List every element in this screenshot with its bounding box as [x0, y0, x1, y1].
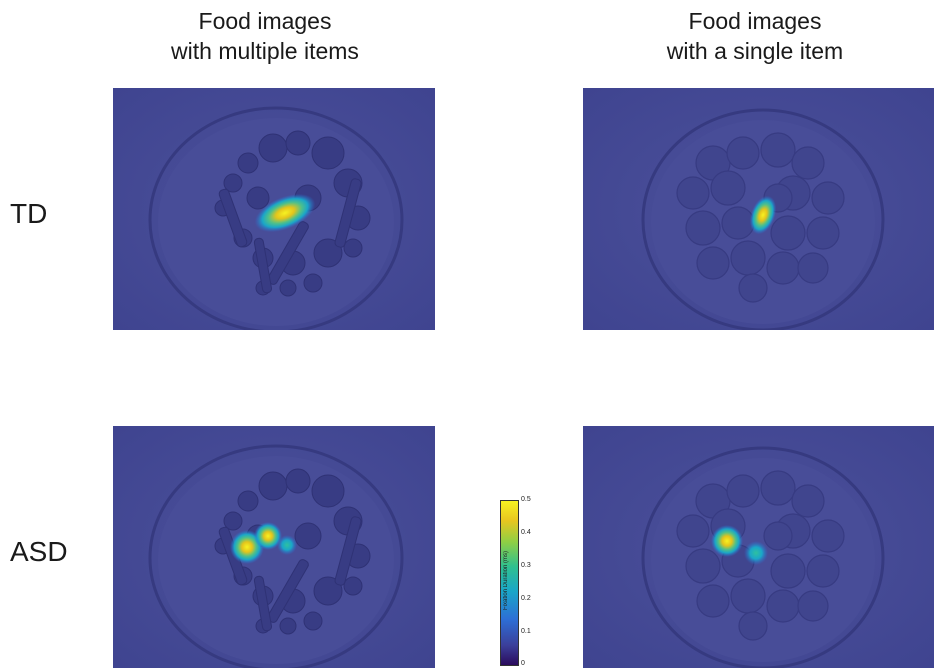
heatmap-asd-single: [583, 426, 934, 668]
colorbar-tick: 0: [521, 660, 525, 667]
colorbar-tick: 0.1: [521, 628, 531, 635]
heatmap-td-single: [583, 88, 934, 330]
colorbar-tick: 0.3: [521, 562, 531, 569]
colorbar-tick: 0.5: [521, 496, 531, 503]
column-title-single-line2: with a single item: [666, 38, 844, 64]
heatmap-asd-multiple: [113, 426, 435, 668]
colorbar-tick: 0.4: [521, 529, 531, 536]
heatmap-td-multiple: [113, 88, 435, 330]
colorbar-tick: 0.2: [521, 595, 531, 602]
colorbar-label: Fixation Duration (ms): [503, 550, 509, 610]
column-title-multiple: Food images with multiple items: [100, 6, 430, 66]
column-title-multiple-line1: Food images: [198, 8, 332, 34]
column-title-single-line1: Food images: [688, 8, 822, 34]
column-title-single: Food images with a single item: [590, 6, 920, 66]
colorbar: [500, 500, 519, 666]
row-label-asd: ASD: [10, 536, 68, 567]
row-label-td: TD: [10, 198, 48, 229]
column-title-multiple-line2: with multiple items: [171, 38, 359, 64]
colorbar-ticks: 0.5 0.4 0.3 0.2 0.1 0: [521, 496, 561, 668]
